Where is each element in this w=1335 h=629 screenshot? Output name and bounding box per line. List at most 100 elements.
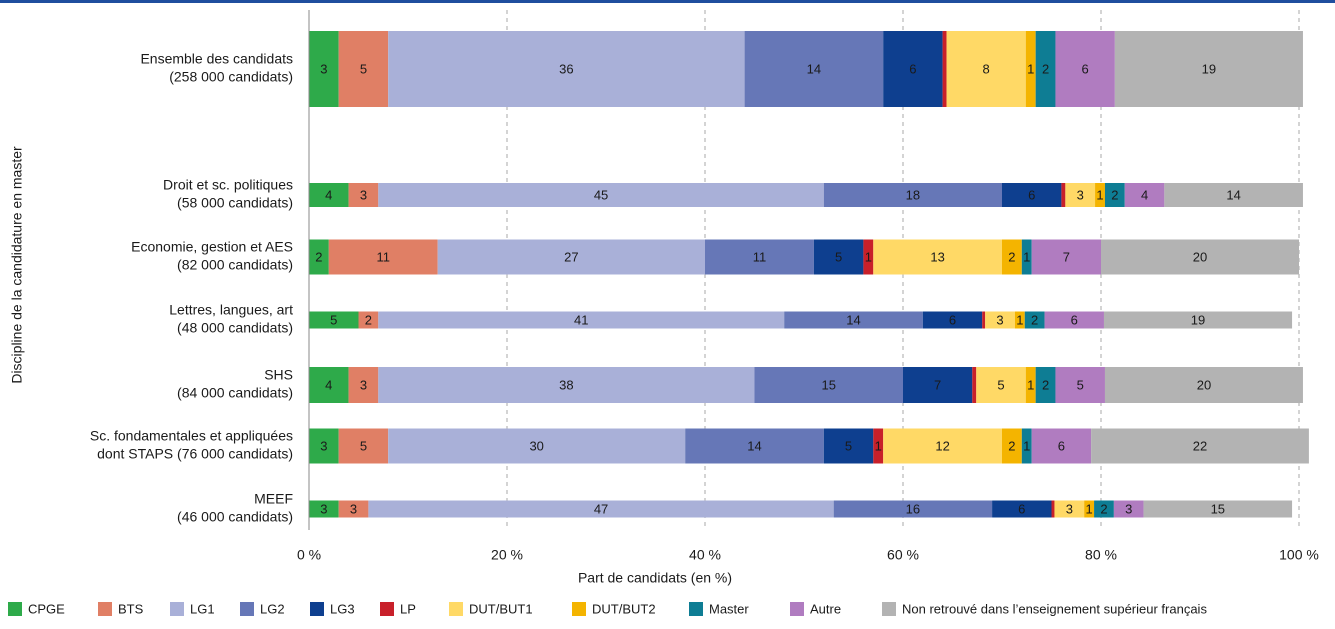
segment-label: 15 bbox=[1211, 501, 1225, 516]
bar-segment bbox=[883, 428, 1002, 464]
segment-label: 14 bbox=[807, 61, 821, 76]
y-tick-label: dont STAPS (76 000 candidats) bbox=[97, 446, 293, 462]
bar-segment bbox=[1025, 367, 1036, 403]
bar-segment bbox=[976, 367, 1026, 403]
segment-label: 1 bbox=[865, 249, 872, 264]
bar-segment bbox=[1124, 183, 1165, 207]
legend-text: Master bbox=[709, 601, 749, 616]
segment-label: 3 bbox=[320, 501, 327, 516]
top-rule bbox=[0, 0, 1335, 3]
x-tick-label: 20 % bbox=[491, 547, 523, 563]
legend-swatch bbox=[689, 602, 703, 616]
legend-swatch bbox=[572, 602, 586, 616]
segment-label: 3 bbox=[1066, 501, 1073, 516]
segment-label: 5 bbox=[1077, 377, 1084, 392]
segment-label: 7 bbox=[934, 377, 941, 392]
legend-swatch bbox=[8, 602, 22, 616]
bar-segment bbox=[992, 500, 1052, 518]
x-tick-label: 100 % bbox=[1279, 547, 1319, 563]
bar-segment bbox=[309, 239, 329, 275]
segment-label: 3 bbox=[350, 501, 357, 516]
bar-segment bbox=[338, 500, 369, 518]
bar-segment bbox=[1021, 239, 1032, 275]
segment-label: 6 bbox=[949, 312, 956, 327]
segment-label: 20 bbox=[1197, 377, 1211, 392]
bar-segment bbox=[1051, 500, 1055, 518]
bar-segment bbox=[1035, 31, 1056, 107]
bar-segment bbox=[1021, 428, 1032, 464]
segment-label: 15 bbox=[822, 377, 836, 392]
bar-segment bbox=[982, 311, 986, 329]
segment-label: 6 bbox=[1028, 187, 1035, 202]
segment-label: 7 bbox=[1063, 249, 1070, 264]
segment-label: 13 bbox=[930, 249, 944, 264]
segment-label: 5 bbox=[360, 438, 367, 453]
segment-label: 14 bbox=[846, 312, 860, 327]
x-tick-label: 80 % bbox=[1085, 547, 1117, 563]
bar-segment bbox=[744, 31, 884, 107]
bar-segment bbox=[833, 500, 993, 518]
legend-swatch bbox=[449, 602, 463, 616]
bar-segment bbox=[1094, 500, 1114, 518]
bar-segment bbox=[309, 183, 349, 207]
bar-segment bbox=[946, 31, 1026, 107]
segment-label: 45 bbox=[594, 187, 608, 202]
segment-label: 8 bbox=[983, 61, 990, 76]
bar-segment bbox=[1113, 500, 1144, 518]
bar-segment bbox=[863, 239, 874, 275]
legend-text: Non retrouvé dans l’enseignement supérie… bbox=[902, 601, 1207, 616]
y-axis-label: Discipline de la candidature en master bbox=[9, 146, 25, 384]
y-tick-label: Droit et sc. politiques bbox=[163, 177, 293, 193]
bar-segment bbox=[378, 311, 785, 329]
segment-label: 2 bbox=[1008, 438, 1015, 453]
bar-segment bbox=[348, 183, 379, 207]
bar-segment bbox=[1035, 367, 1056, 403]
segment-label: 4 bbox=[325, 377, 332, 392]
x-tick-label: 0 % bbox=[297, 547, 321, 563]
segment-label: 5 bbox=[845, 438, 852, 453]
bar-segment bbox=[1103, 311, 1293, 329]
bar-segment bbox=[1024, 311, 1045, 329]
segment-label: 41 bbox=[574, 312, 588, 327]
y-tick-label: (82 000 candidats) bbox=[177, 257, 293, 273]
segment-label: 1 bbox=[875, 438, 882, 453]
bar-segment bbox=[1054, 500, 1085, 518]
segment-label: 6 bbox=[1058, 438, 1065, 453]
bar-segment bbox=[823, 428, 874, 464]
bar-segment bbox=[972, 367, 977, 403]
bar-segment bbox=[1002, 239, 1022, 275]
bar-segment bbox=[784, 311, 923, 329]
legend-text: BTS bbox=[118, 601, 144, 616]
segment-label: 3 bbox=[996, 312, 1003, 327]
bar-segment bbox=[1104, 183, 1125, 207]
bar-segment bbox=[348, 367, 379, 403]
bar-segment bbox=[388, 31, 745, 107]
segment-label: 19 bbox=[1191, 312, 1205, 327]
legend-swatch bbox=[98, 602, 112, 616]
segment-label: 30 bbox=[529, 438, 543, 453]
segment-label: 36 bbox=[559, 61, 573, 76]
bar-segment bbox=[1101, 239, 1299, 275]
bar-segment bbox=[309, 31, 339, 107]
bar-segment bbox=[942, 31, 947, 107]
y-tick-label: (258 000 candidats) bbox=[169, 69, 293, 85]
bar-segment bbox=[368, 500, 834, 518]
bar-segment bbox=[705, 239, 814, 275]
segment-label: 6 bbox=[1018, 501, 1025, 516]
bar-segment bbox=[388, 428, 686, 464]
bar-segment bbox=[1164, 183, 1303, 207]
x-tick-label: 60 % bbox=[887, 547, 919, 563]
segment-label: 2 bbox=[365, 312, 372, 327]
bar-segment bbox=[338, 31, 389, 107]
bar-segment bbox=[1055, 367, 1105, 403]
bar-segment bbox=[338, 428, 389, 464]
segment-label: 14 bbox=[747, 438, 761, 453]
segment-label: 1 bbox=[1023, 249, 1030, 264]
y-tick-label: (84 000 candidats) bbox=[177, 385, 293, 401]
segment-label: 1 bbox=[1027, 61, 1034, 76]
x-axis-label: Part de candidats (en %) bbox=[578, 570, 732, 586]
y-tick-label: (46 000 candidats) bbox=[177, 509, 293, 525]
legend-text: CPGE bbox=[28, 601, 65, 616]
segment-label: 5 bbox=[360, 61, 367, 76]
y-tick-label: (48 000 candidats) bbox=[177, 320, 293, 336]
